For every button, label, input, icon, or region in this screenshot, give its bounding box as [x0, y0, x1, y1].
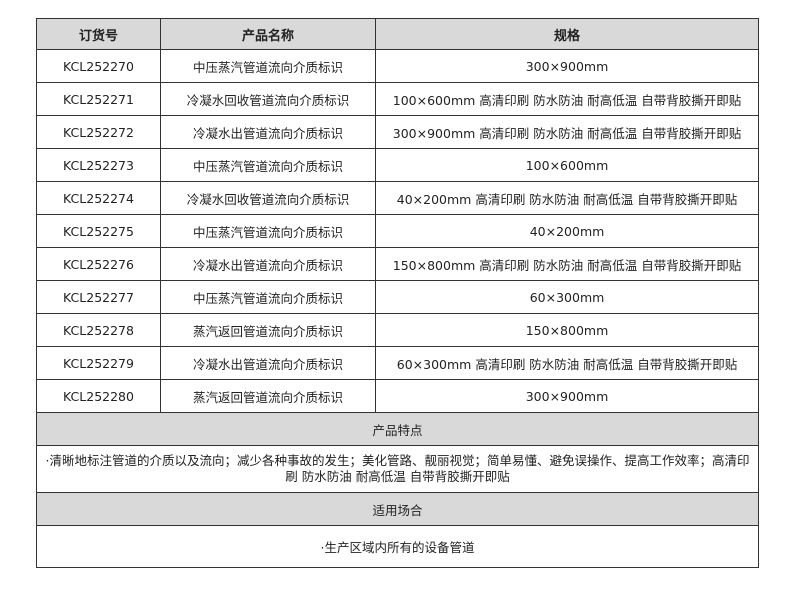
spec-cell: 40×200mm 高清印刷 防水防油 耐高低温 自带背胶撕开即贴: [375, 181, 759, 215]
table-row: KCL252274 冷凝水回收管道流向介质标识 40×200mm 高清印刷 防水防油…: [36, 181, 759, 215]
table-row: KCL252270 中压蒸汽管道流向介质标识 300×900mm: [36, 49, 759, 83]
product-name-cell: 冷凝水出管道流向介质标识: [160, 346, 376, 380]
table-row: KCL252273 中压蒸汽管道流向介质标识 100×600mm: [36, 148, 759, 182]
product-name-cell: 冷凝水出管道流向介质标识: [160, 115, 376, 149]
header-row: 订货号 产品名称 规格: [36, 18, 759, 50]
spec-cell: 40×200mm: [375, 214, 759, 248]
product-table: 订货号 产品名称 规格 KCL252270 中压蒸汽管道流向介质标识 300×900…: [36, 18, 759, 568]
order-no-cell: KCL252280: [36, 379, 161, 413]
spec-cell: 60×300mm: [375, 280, 759, 314]
product-name-cell: 蒸汽返回管道流向介质标识: [160, 313, 376, 347]
order-no-cell: KCL252276: [36, 247, 161, 281]
product-name-cell: 中压蒸汽管道流向介质标识: [160, 49, 376, 83]
order-no-cell: KCL252277: [36, 280, 161, 314]
features-text: ·清晰地标注管道的介质以及流向；减少各种事故的发生；美化管路、靓丽视觉；简单易懂…: [36, 445, 759, 493]
table-row: KCL252272 冷凝水出管道流向介质标识 300×900mm 高清印刷 防水防油…: [36, 115, 759, 149]
spec-cell: 60×300mm 高清印刷 防水防油 耐高低温 自带背胶撕开即贴: [375, 346, 759, 380]
order-no-cell: KCL252273: [36, 148, 161, 182]
header-spec: 规格: [375, 18, 759, 50]
header-product-name: 产品名称: [160, 18, 376, 50]
order-no-cell: KCL252275: [36, 214, 161, 248]
features-title: 产品特点: [36, 412, 759, 446]
spec-cell: 150×800mm 高清印刷 防水防油 耐高低温 自带背胶撕开即贴: [375, 247, 759, 281]
spec-cell: 150×800mm: [375, 313, 759, 347]
table-row: KCL252271 冷凝水回收管道流向介质标识 100×600mm 高清印刷 防水防…: [36, 82, 759, 116]
product-name-cell: 冷凝水回收管道流向介质标识: [160, 181, 376, 215]
table-row: KCL252277 中压蒸汽管道流向介质标识 60×300mm: [36, 280, 759, 314]
order-no-cell: KCL252271: [36, 82, 161, 116]
product-name-cell: 中压蒸汽管道流向介质标识: [160, 148, 376, 182]
usage-text: ·生产区域内所有的设备管道: [36, 525, 759, 568]
table-row: KCL252280 蒸汽返回管道流向介质标识 300×900mm: [36, 379, 759, 413]
spec-cell: 300×900mm: [375, 49, 759, 83]
order-no-cell: KCL252279: [36, 346, 161, 380]
usage-title: 适用场合: [36, 492, 759, 526]
table-row: KCL252276 冷凝水出管道流向介质标识 150×800mm 高清印刷 防水防油…: [36, 247, 759, 281]
header-order-no: 订货号: [36, 18, 161, 50]
product-name-cell: 冷凝水出管道流向介质标识: [160, 247, 376, 281]
product-name-cell: 冷凝水回收管道流向介质标识: [160, 82, 376, 116]
product-name-cell: 中压蒸汽管道流向介质标识: [160, 280, 376, 314]
table-row: KCL252275 中压蒸汽管道流向介质标识 40×200mm: [36, 214, 759, 248]
table-row: KCL252279 冷凝水出管道流向介质标识 60×300mm 高清印刷 防水防油 …: [36, 346, 759, 380]
product-name-cell: 蒸汽返回管道流向介质标识: [160, 379, 376, 413]
order-no-cell: KCL252274: [36, 181, 161, 215]
order-no-cell: KCL252270: [36, 49, 161, 83]
table-row: KCL252278 蒸汽返回管道流向介质标识 150×800mm: [36, 313, 759, 347]
spec-cell: 300×900mm 高清印刷 防水防油 耐高低温 自带背胶撕开即贴: [375, 115, 759, 149]
spec-cell: 100×600mm 高清印刷 防水防油 耐高低温 自带背胶撕开即贴: [375, 82, 759, 116]
spec-cell: 300×900mm: [375, 379, 759, 413]
order-no-cell: KCL252278: [36, 313, 161, 347]
spec-cell: 100×600mm: [375, 148, 759, 182]
order-no-cell: KCL252272: [36, 115, 161, 149]
product-name-cell: 中压蒸汽管道流向介质标识: [160, 214, 376, 248]
